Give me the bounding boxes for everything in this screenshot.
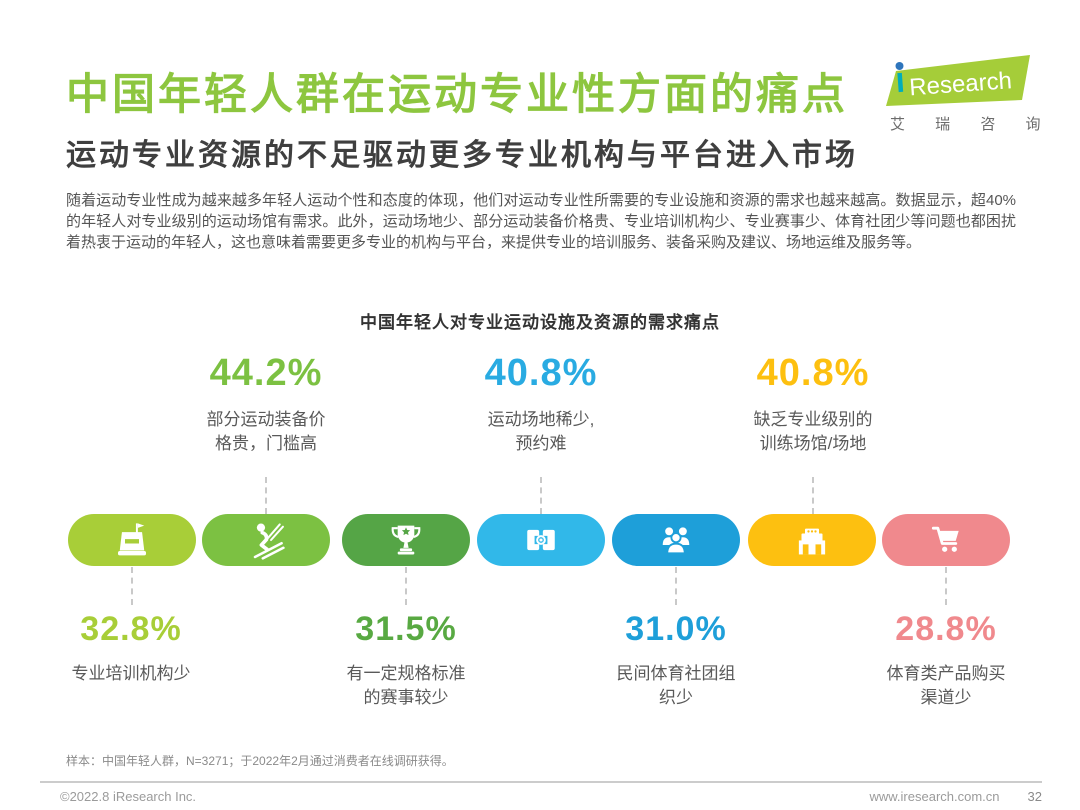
intro-paragraph: 随着运动专业性成为越来越多年轻人运动个性和态度的体现，他们对运动专业性所需要的专… [66, 192, 1016, 251]
logo-chinese-name: 艾 瑞 咨 询 [890, 116, 1054, 133]
connector-line [265, 477, 267, 514]
pill-sports-equipment [202, 514, 330, 566]
page-subtitle: 运动专业资源的不足驱动更多专业机构与平台进入市场 [66, 139, 858, 172]
sample-note: 样本：中国年轻人群，N=3271；于2022年2月通过消费者在线调研获得。 [66, 754, 454, 768]
training-institution-icon [118, 523, 146, 556]
logo-i-stem [897, 72, 904, 93]
iresearch-logo-mark: Research [886, 55, 1030, 106]
stat-standard-competitions: 31.5% 有一定规格标准 的赛事较少 [266, 610, 546, 710]
footer-website: www.iresearch.com.cn [869, 789, 1000, 804]
stat-value: 31.5% [355, 610, 457, 648]
stat-civil-sports-groups: 31.0% 民间体育社团组 织少 [536, 610, 816, 710]
stat-training-institutions: 32.8% 专业培训机构少 [0, 610, 271, 686]
pill-training-institution [68, 514, 196, 566]
stat-label: 有一定规格标准 的赛事较少 [346, 664, 466, 707]
logo-i-dot [895, 62, 904, 70]
connector-line [131, 567, 133, 605]
stat-purchase-channels: 28.8% 体育类产品购买 渠道少 [806, 610, 1080, 710]
shopping-cart-icon [931, 526, 959, 552]
stat-label: 体育类产品购买 渠道少 [886, 664, 1006, 707]
stat-value: 44.2% [209, 352, 323, 394]
stat-label: 专业培训机构少 [71, 664, 191, 683]
stat-venue-scarcity: 40.8% 运动场地稀少, 预约难 [401, 352, 681, 456]
page-title: 中国年轻人群在运动专业性方面的痛点 [66, 71, 848, 119]
stat-equipment-price: 44.2% 部分运动装备价 格贵，门槛高 [126, 352, 406, 456]
stat-value: 28.8% [895, 610, 997, 648]
trophy-icon [391, 525, 421, 555]
iresearch-logo: Research 艾 瑞 咨 询 [882, 55, 1054, 134]
footer-bar: ©2022.8 iResearch Inc. www.iresearch.com… [60, 789, 1042, 804]
stat-label: 缺乏专业级别的 训练场馆/场地 [753, 410, 873, 453]
connector-line [675, 567, 677, 605]
logo-banner-shape [886, 55, 1030, 106]
pill-competitions [342, 514, 470, 566]
stat-professional-venues: 40.8% 缺乏专业级别的 训练场馆/场地 [673, 352, 953, 456]
stat-label: 部分运动装备价 格贵，门槛高 [206, 410, 326, 453]
connector-line [540, 477, 542, 514]
pill-purchase-channels [882, 514, 1010, 566]
stadium-icon [798, 528, 826, 555]
footer-divider [40, 781, 1042, 783]
people-group-icon [662, 527, 690, 555]
connector-line [405, 567, 407, 605]
stat-value: 40.8% [756, 352, 870, 394]
skier-icon [253, 523, 285, 560]
footer-copyright: ©2022.8 iResearch Inc. [60, 789, 197, 804]
pill-sports-field [477, 514, 605, 566]
stat-value: 32.8% [80, 610, 182, 648]
sports-field-icon [527, 529, 555, 551]
pill-stadium [748, 514, 876, 566]
stat-value: 31.0% [625, 610, 727, 648]
stat-value: 40.8% [484, 352, 598, 394]
chart-title: 中国年轻人对专业运动设施及资源的需求痛点 [360, 313, 720, 332]
connector-line [945, 567, 947, 605]
stat-label: 民间体育社团组 织少 [616, 664, 736, 707]
page-number: 32 [1027, 789, 1042, 804]
stat-label: 运动场地稀少, 预约难 [487, 410, 595, 453]
pill-sports-community [612, 514, 740, 566]
connector-line [812, 477, 814, 514]
